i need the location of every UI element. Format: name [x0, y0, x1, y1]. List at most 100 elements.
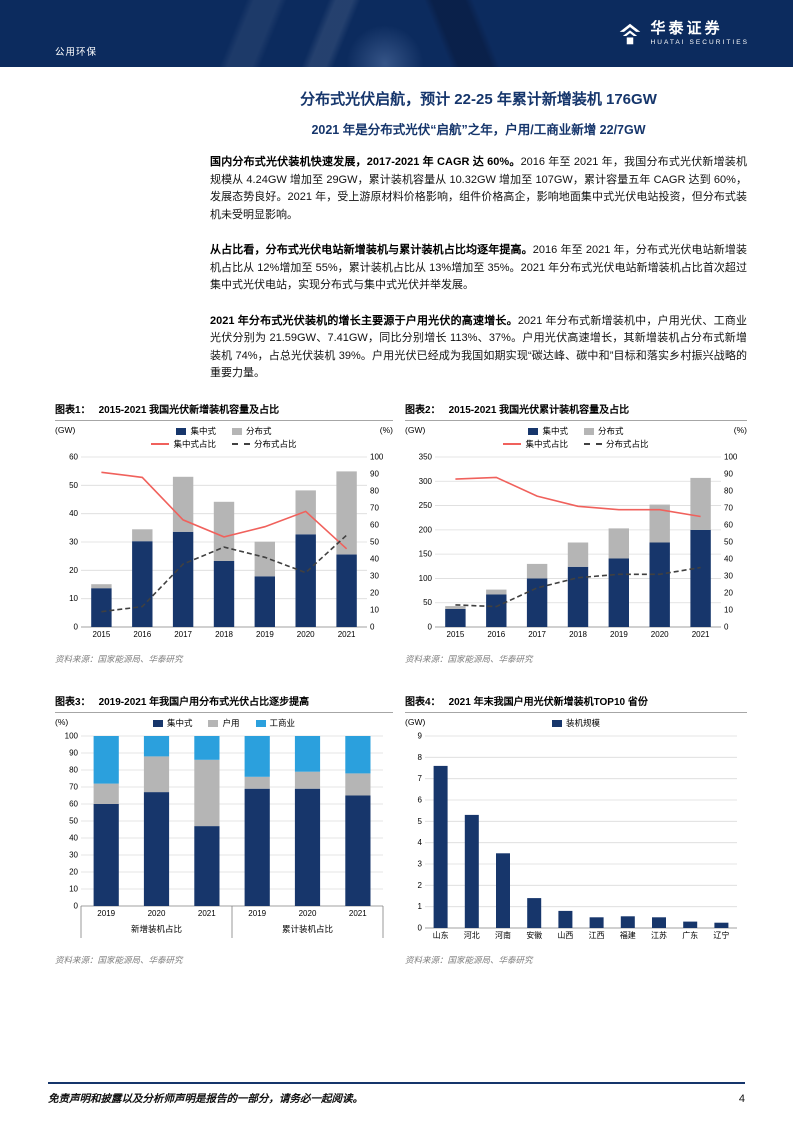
legend-item: 集中式占比 — [151, 438, 216, 451]
svg-text:80: 80 — [69, 765, 78, 774]
svg-text:2: 2 — [418, 880, 423, 889]
chart-svg: 0 50 100 150 200 250 300 350 0 10 20 30 40 50 60 70 80 90… — [419, 452, 738, 639]
chart-legend: 装机规模 — [405, 717, 747, 730]
svg-text:100: 100 — [65, 731, 79, 740]
figure-label: 图表4： — [405, 696, 441, 708]
page-subtitle: 2021 年是分布式光伏“启航”之年，户用/工商业新增 22/7GW — [311, 123, 646, 137]
svg-text:10: 10 — [69, 594, 78, 603]
legend-line-swatch — [151, 443, 170, 445]
text-column: 分布式光伏启航，预计 22-25 年累计新增装机 176GW 2021 年是分布… — [210, 88, 747, 383]
page-footer: 免责声明和披露以及分析师声明是报告的一部分，请务必一起阅读。 4 — [48, 1082, 745, 1106]
svg-text:10: 10 — [724, 605, 733, 614]
svg-text:0: 0 — [428, 622, 433, 631]
svg-text:70: 70 — [69, 782, 78, 791]
figure-title-text: 2021 年末我国户用光伏新增装机TOP10 省份 — [448, 696, 648, 708]
svg-text:30: 30 — [69, 537, 78, 546]
svg-text:2015: 2015 — [447, 630, 465, 639]
svg-text:0: 0 — [370, 622, 375, 631]
figure-label: 图表1： — [55, 404, 91, 416]
brand-name-en: HUATAI SECURITIES — [650, 39, 749, 47]
legend-item: 分布式占比 — [584, 438, 649, 451]
figure-source: 资料来源：国家能源局、华泰研究 — [55, 653, 183, 664]
svg-text:0: 0 — [74, 901, 79, 910]
svg-text:2017: 2017 — [174, 630, 192, 639]
svg-text:2021: 2021 — [692, 630, 710, 639]
chart-legend: 集中式占比 分布式占比 — [55, 438, 393, 451]
svg-text:300: 300 — [419, 476, 433, 485]
legend-item: 集中式 — [176, 425, 216, 438]
legend-swatch — [584, 427, 594, 435]
figure-label: 图表2： — [405, 404, 441, 416]
legend-swatch — [208, 719, 219, 727]
page-title: 分布式光伏启航，预计 22-25 年累计新增装机 176GW — [300, 91, 657, 108]
svg-text:40: 40 — [69, 833, 78, 842]
svg-text:30: 30 — [370, 571, 379, 580]
svg-text:40: 40 — [724, 554, 733, 563]
svg-text:2018: 2018 — [569, 630, 587, 639]
figure-2-header: 图表2： 2015-2021 我国光伏累计装机容量及占比 — [405, 401, 747, 421]
figure-title-text: 2015-2021 我国光伏累计装机容量及占比 — [448, 404, 630, 416]
legend-swatch — [551, 719, 562, 727]
svg-text:江苏: 江苏 — [651, 930, 667, 940]
svg-text:江西: 江西 — [589, 931, 605, 940]
figure-source: 资料来源：国家能源局、华泰研究 — [405, 653, 533, 664]
figure-3-header: 图表3： 2019-2021 年我国户用分布式光伏占比逐步提高 — [55, 693, 393, 713]
svg-text:60: 60 — [370, 520, 379, 529]
figure-1-header: 图表1： 2015-2021 我国光伏新增装机容量及占比 — [55, 401, 393, 421]
svg-text:0: 0 — [724, 622, 729, 631]
legend-line-swatch — [232, 443, 250, 445]
chart-legend: 集中式 户用 工商业 — [55, 717, 393, 730]
svg-text:50: 50 — [724, 537, 733, 546]
legend-swatch — [255, 719, 266, 727]
svg-text:40: 40 — [370, 554, 379, 563]
svg-text:350: 350 — [419, 452, 433, 461]
chart-legend: 集中式 分布式 — [405, 425, 747, 438]
y-axis-unit-left: (%) — [55, 716, 69, 727]
legend-item: 装机规模 — [551, 717, 600, 730]
chart-legend: 集中式 分布式 — [55, 425, 393, 438]
legend-item: 集中式 — [528, 425, 568, 438]
chart-svg: 0 1 2 3 4 5 6 7 8 9 山东 河北 河南 安徽 山西 江西 福建 江苏 广东 辽宁 — [418, 731, 737, 940]
brand-name-cn: 华泰证券 — [650, 19, 723, 37]
svg-text:80: 80 — [724, 486, 733, 495]
legend-swatch — [176, 427, 187, 435]
y-axis-unit-left: (GW) — [55, 424, 76, 435]
svg-text:2020: 2020 — [297, 630, 315, 639]
svg-text:70: 70 — [724, 503, 733, 512]
chart-legend: 集中式占比 分布式占比 — [405, 438, 747, 451]
svg-text:2019: 2019 — [610, 630, 628, 639]
svg-text:40: 40 — [69, 509, 78, 518]
svg-text:200: 200 — [419, 525, 433, 534]
svg-text:90: 90 — [69, 748, 78, 757]
svg-text:新增装机占比: 新增装机占比 — [131, 924, 182, 934]
svg-text:1: 1 — [418, 902, 423, 911]
svg-text:山西: 山西 — [557, 930, 573, 940]
svg-text:80: 80 — [370, 486, 379, 495]
page-number: 4 — [738, 1093, 745, 1105]
figure-3: 图表3： 2019-2021 年我国户用分布式光伏占比逐步提高 (%) 集中式 户用… — [55, 693, 393, 966]
svg-text:20: 20 — [370, 588, 379, 597]
svg-text:0: 0 — [418, 923, 423, 932]
svg-text:2020: 2020 — [148, 909, 166, 918]
svg-text:3: 3 — [418, 859, 423, 868]
svg-text:50: 50 — [69, 480, 78, 489]
figure-4-header: 图表4： 2021 年末我国户用光伏新增装机TOP10 省份 — [405, 693, 747, 713]
page-content: 分布式光伏启航，预计 22-25 年累计新增装机 176GW 2021 年是分布… — [0, 88, 793, 966]
chart-svg: 0 10 20 30 40 50 60 70 80 90 100 2019 2020 2021 2019 20… — [65, 731, 384, 938]
svg-text:5: 5 — [418, 816, 423, 825]
y-axis-unit-left: (GW) — [405, 716, 426, 727]
paragraph-lead: 国内分布式光伏装机快速发展，2017-2021 年 CAGR 达 60%。 — [210, 156, 521, 168]
svg-text:辽宁: 辽宁 — [713, 930, 729, 940]
brand: 华泰证券 HUATAI SECURITIES — [617, 19, 749, 47]
svg-text:山东: 山东 — [433, 930, 449, 940]
paragraph: 国内分布式光伏装机快速发展，2017-2021 年 CAGR 达 60%。201… — [210, 154, 747, 224]
svg-text:60: 60 — [724, 520, 733, 529]
figure-title-text: 2015-2021 我国光伏新增装机容量及占比 — [98, 404, 280, 416]
svg-text:2020: 2020 — [651, 630, 669, 639]
svg-text:累计装机占比: 累计装机占比 — [282, 924, 333, 934]
chart-household-share: (%) 集中式 户用 工商业 0 10 20 30 40 50 60 70 80 90 100 2019 202… — [55, 717, 393, 949]
svg-text:福建: 福建 — [620, 930, 636, 940]
y-axis-unit-left: (GW) — [405, 424, 426, 435]
figure-source: 资料来源：国家能源局、华泰研究 — [55, 954, 183, 965]
